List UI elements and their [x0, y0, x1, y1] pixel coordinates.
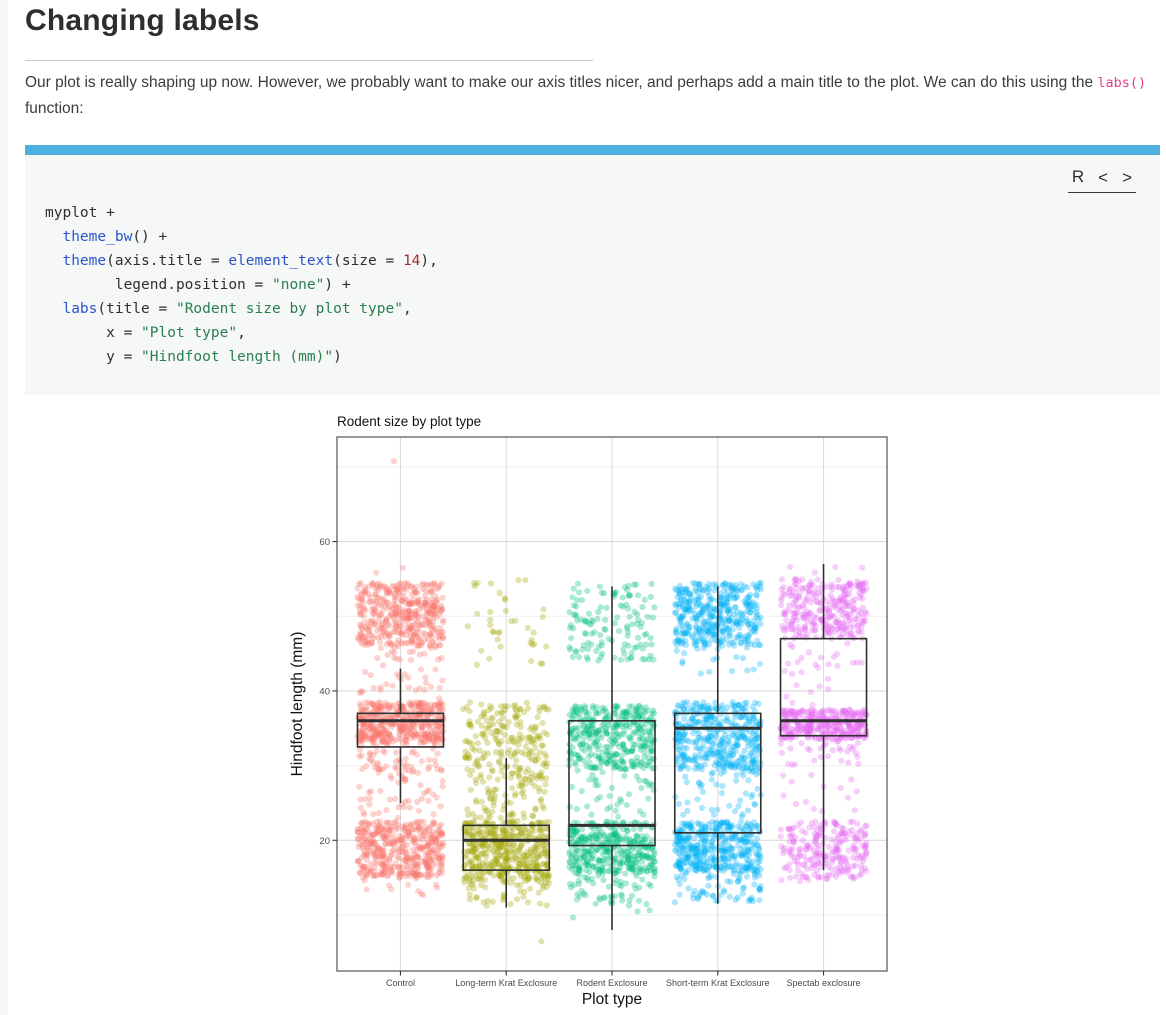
chevron-left-icon[interactable]: <	[1098, 167, 1109, 187]
inline-code-labs: labs()	[1097, 75, 1147, 91]
heading-divider	[25, 60, 593, 61]
code-language-tab-r[interactable]: R	[1071, 167, 1085, 186]
intro-paragraph: Our plot is really shaping up now. Howev…	[25, 70, 1157, 122]
chevron-right-icon[interactable]: >	[1122, 167, 1132, 187]
code-language-nav: R < >	[1067, 167, 1136, 193]
page-title: Changing labels	[25, 4, 260, 37]
code-block: R < > myplot + theme_bw() + theme(axis.t…	[25, 145, 1160, 395]
paragraph-text-after: function:	[25, 100, 84, 117]
paragraph-text-before: Our plot is really shaping up now. Howev…	[25, 74, 1098, 91]
code-block-accent-bar	[25, 145, 1160, 155]
r-source-code: myplot + theme_bw() + theme(axis.title =…	[45, 205, 438, 365]
page-left-gutter	[0, 0, 8, 1015]
